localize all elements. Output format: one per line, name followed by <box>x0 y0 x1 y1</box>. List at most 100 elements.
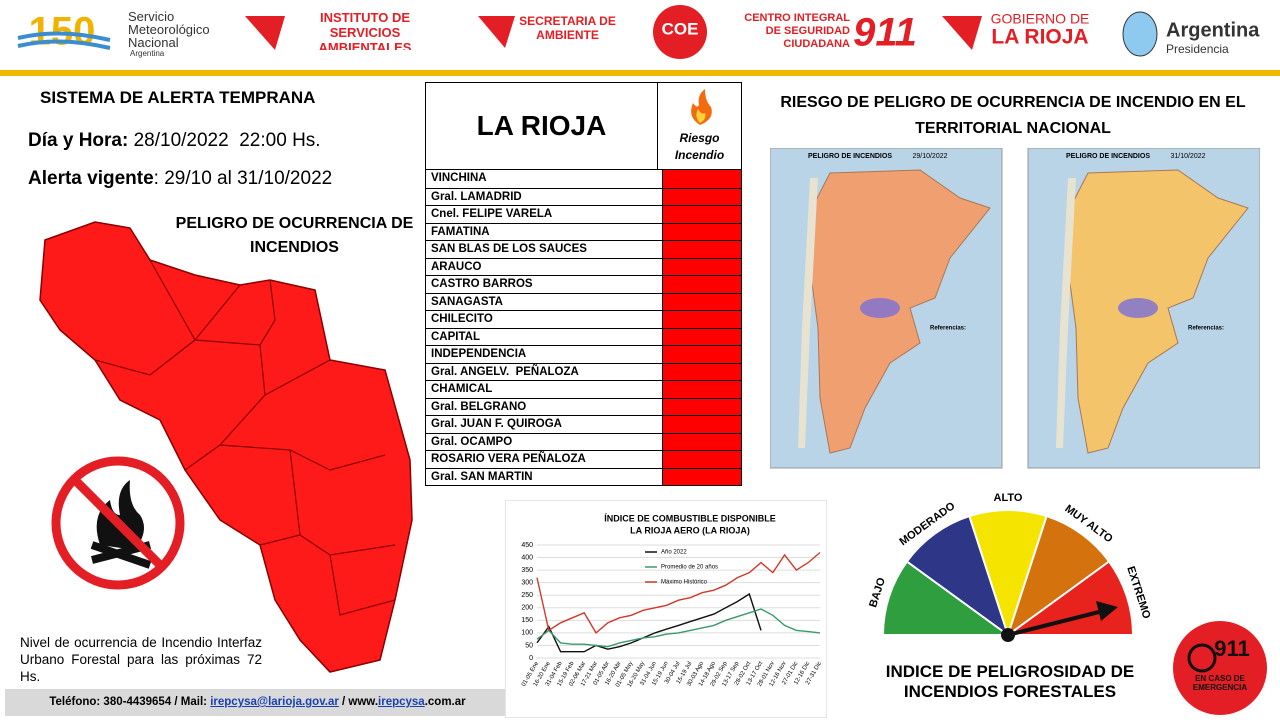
risk-cell <box>663 276 741 293</box>
department-name: Gral. SAN MARTIN <box>426 468 663 485</box>
department-name: CASTRO BARROS <box>426 276 663 293</box>
gobierno-province: LA RIOJA <box>991 26 1088 49</box>
risk-cell <box>663 223 741 240</box>
map-low-zone <box>860 298 900 318</box>
department-name: INDEPENDENCIA <box>426 346 663 363</box>
gauge-hub <box>1001 628 1015 642</box>
map-chile <box>1056 178 1076 448</box>
map-land <box>1067 169 1249 454</box>
map-legend: Referencias: <box>930 326 966 332</box>
department-name: FAMATINA <box>426 223 663 240</box>
y-tick-label: 50 <box>525 642 533 649</box>
department-name: ROSARIO VERA PEÑALOZA <box>426 451 663 468</box>
map-low-zone <box>1118 298 1158 318</box>
risk-cell <box>663 416 741 433</box>
table-row: Gral. LAMADRID <box>426 187 741 205</box>
logo-shape <box>942 16 982 50</box>
risk-cell <box>663 398 741 415</box>
y-tick-label: 250 <box>521 592 533 599</box>
gauge-title: INDICE DE PELIGROSIDAD DE INCENDIOS FORE… <box>885 662 1135 701</box>
risk-header: Riesgo Incendio <box>674 131 725 162</box>
legend-label: Máximo Histórico <box>661 580 708 586</box>
risk-cell <box>663 468 741 485</box>
chart-frame <box>505 500 827 718</box>
department-name: CAPITAL <box>426 328 663 345</box>
footer-web[interactable]: irepcysa <box>378 696 425 708</box>
department-name: Gral. OCAMPO <box>426 433 663 450</box>
department-name: VINCHINA <box>426 170 663 188</box>
logo-smn: Servicio Meteorológico Nacional <box>128 10 210 49</box>
y-tick-label: 300 <box>521 580 533 587</box>
table-body: VINCHINA Gral. LAMADRID Cnel. FELIPE VAREL… <box>426 170 741 485</box>
emergency-badge: 911 EN CASO DE EMERGENCIA <box>1173 621 1267 715</box>
risk-cell <box>663 293 741 310</box>
y-tick-label: 150 <box>521 617 533 624</box>
table-row: ARAUCO <box>426 257 741 275</box>
risk-cell <box>663 433 741 450</box>
map-date: 29/10/2022 <box>912 153 947 160</box>
footer-mail[interactable]: irepcysa@larioja.gov.ar <box>210 696 339 708</box>
legend-label: Promedio de 20 años <box>661 565 718 571</box>
y-tick-label: 0 <box>529 655 533 662</box>
risk-cell <box>663 451 741 468</box>
centro-number: 911 <box>853 11 917 55</box>
y-tick-label: 450 <box>521 542 533 549</box>
table-header: LA RIOJA Riesgo Incendio <box>426 83 741 170</box>
secretaria-text: SECRETARIA DE AMBIENTE <box>519 14 616 42</box>
department-name: CHAMICAL <box>426 381 663 398</box>
alert-note: Nivel de ocurrencia de Incendio Interfaz… <box>20 635 262 684</box>
gauge-segment <box>905 514 1010 638</box>
legend-label: Año 2022 <box>661 550 687 556</box>
table-row: ROSARIO VERA PEÑALOZA <box>426 450 741 468</box>
date-label: Día y Hora: <box>28 130 129 151</box>
isa-text: INSTITUTO DE SERVICIOS AMBIENTALES <box>318 10 412 50</box>
y-tick-label: 400 <box>521 554 533 561</box>
y-tick-label: 200 <box>521 605 533 612</box>
gauge-segment <box>1006 514 1111 638</box>
presidencia-text: Presidencia <box>1166 42 1229 56</box>
table-row: SAN BLAS DE LOS SAUCES <box>426 240 741 258</box>
alert-validity: Alerta vigente: 29/10 al 31/10/2022 <box>28 168 332 190</box>
table-row: VINCHINA <box>426 170 741 188</box>
map-land <box>809 169 991 454</box>
series-line <box>536 551 821 634</box>
header-rule <box>0 70 1280 76</box>
table-row: Gral. JUAN F. QUIROGA <box>426 415 741 433</box>
logo-secretaria: SECRETARIA DE AMBIENTE <box>519 14 616 42</box>
department-name: Gral. LAMADRID <box>426 188 663 205</box>
risk-cell <box>663 363 741 380</box>
table-row: CAPITAL <box>426 327 741 345</box>
risk-cell <box>663 170 741 188</box>
table-row: SANAGASTA <box>426 292 741 310</box>
table-row: Gral. BELGRANO <box>426 397 741 415</box>
map-panel: PELIGRO DE INCENDIOS 31/10/2022 Referencia… <box>1027 148 1260 469</box>
department-name: CHILECITO <box>426 311 663 328</box>
gauge-segment <box>968 509 1048 639</box>
smn-country: Argentina <box>130 49 165 58</box>
risk-cell <box>663 311 741 328</box>
risk-cell <box>663 188 741 205</box>
gauge-title-box: INDICE DE PELIGROSIDAD DE INCENDIOS FORE… <box>885 662 1135 701</box>
table-row: CHAMICAL <box>426 380 741 398</box>
map-title: PELIGRO DE INCENDIOS <box>808 153 892 160</box>
presidencia-country: Argentina <box>1166 19 1260 41</box>
table-row: Gral. ANGELV. PEÑALOZA <box>426 362 741 380</box>
series-line <box>536 608 821 648</box>
table-row: CASTRO BARROS <box>426 275 741 293</box>
province-shape <box>39 221 413 673</box>
badge-text-box: EN CASO DE EMERGENCIA <box>1192 674 1248 692</box>
logo-centro: CENTRO INTEGRAL DE SEGURIDAD CIUDADANA <box>744 12 850 50</box>
table-row: Gral. SAN MARTIN <box>426 467 741 485</box>
province-map <box>39 221 413 673</box>
map-chile <box>798 178 818 448</box>
y-tick-label: 100 <box>521 630 533 637</box>
gobierno-text: GOBIERNO DE <box>991 11 1090 27</box>
logo-waves <box>17 31 111 50</box>
footer-mail-label: / Mail: <box>171 696 211 708</box>
table-row: Cnel. FELIPE VARELA <box>426 205 741 223</box>
chart-subtitle: LA RIOJA AERO (LA RIOJA) <box>630 525 750 535</box>
badge-text: EN CASO DE EMERGENCIA <box>1192 674 1248 692</box>
fuel-chart: ÍNDICE DE COMBUSTIBLE DISPONIBLE LA RIOJ… <box>505 500 827 718</box>
